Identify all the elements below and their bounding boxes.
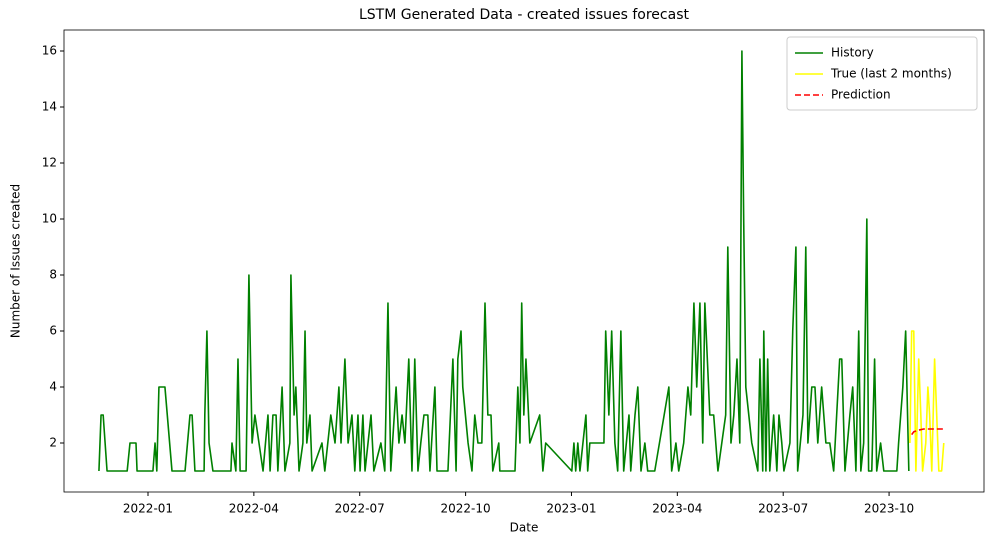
x-tick-label: 2022-10 [441, 502, 491, 516]
x-tick-label: 2022-04 [229, 502, 279, 516]
legend-label: History [831, 46, 874, 60]
x-axis-label: Date [510, 521, 539, 535]
y-axis-label: Number of Issues created [9, 184, 23, 338]
y-tick-label: 10 [42, 212, 57, 226]
legend-label: Prediction [831, 88, 891, 102]
x-tick-label: 2023-01 [546, 502, 596, 516]
x-tick-label: 2022-07 [335, 502, 385, 516]
series-line [911, 428, 944, 436]
series-line [98, 50, 910, 472]
x-tick-label: 2023-07 [758, 502, 808, 516]
plot-frame [63, 29, 985, 493]
y-tick-label: 6 [49, 324, 57, 338]
legend-label: True (last 2 months) [830, 67, 952, 81]
legend-box [786, 36, 978, 111]
x-tick-label: 2022-01 [123, 502, 173, 516]
x-tick-label: 2023-04 [652, 502, 702, 516]
y-tick-label: 14 [42, 100, 57, 114]
y-tick-label: 8 [49, 268, 57, 282]
x-tick-label: 2023-10 [864, 502, 914, 516]
y-tick-label: 2 [49, 436, 57, 450]
y-tick-label: 16 [42, 44, 57, 58]
series-line [909, 330, 945, 472]
y-tick-label: 4 [49, 380, 57, 394]
chart-title: LSTM Generated Data - created issues for… [359, 7, 689, 23]
y-tick-label: 12 [42, 156, 57, 170]
